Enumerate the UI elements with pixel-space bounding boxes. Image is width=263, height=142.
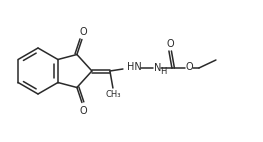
Text: CH₃: CH₃ bbox=[105, 90, 121, 99]
Text: HN: HN bbox=[127, 62, 142, 72]
Text: O: O bbox=[166, 39, 174, 49]
Text: H: H bbox=[160, 66, 166, 76]
Text: O: O bbox=[185, 62, 193, 72]
Text: N: N bbox=[154, 63, 161, 73]
Text: O: O bbox=[79, 27, 87, 36]
Text: O: O bbox=[79, 106, 87, 115]
